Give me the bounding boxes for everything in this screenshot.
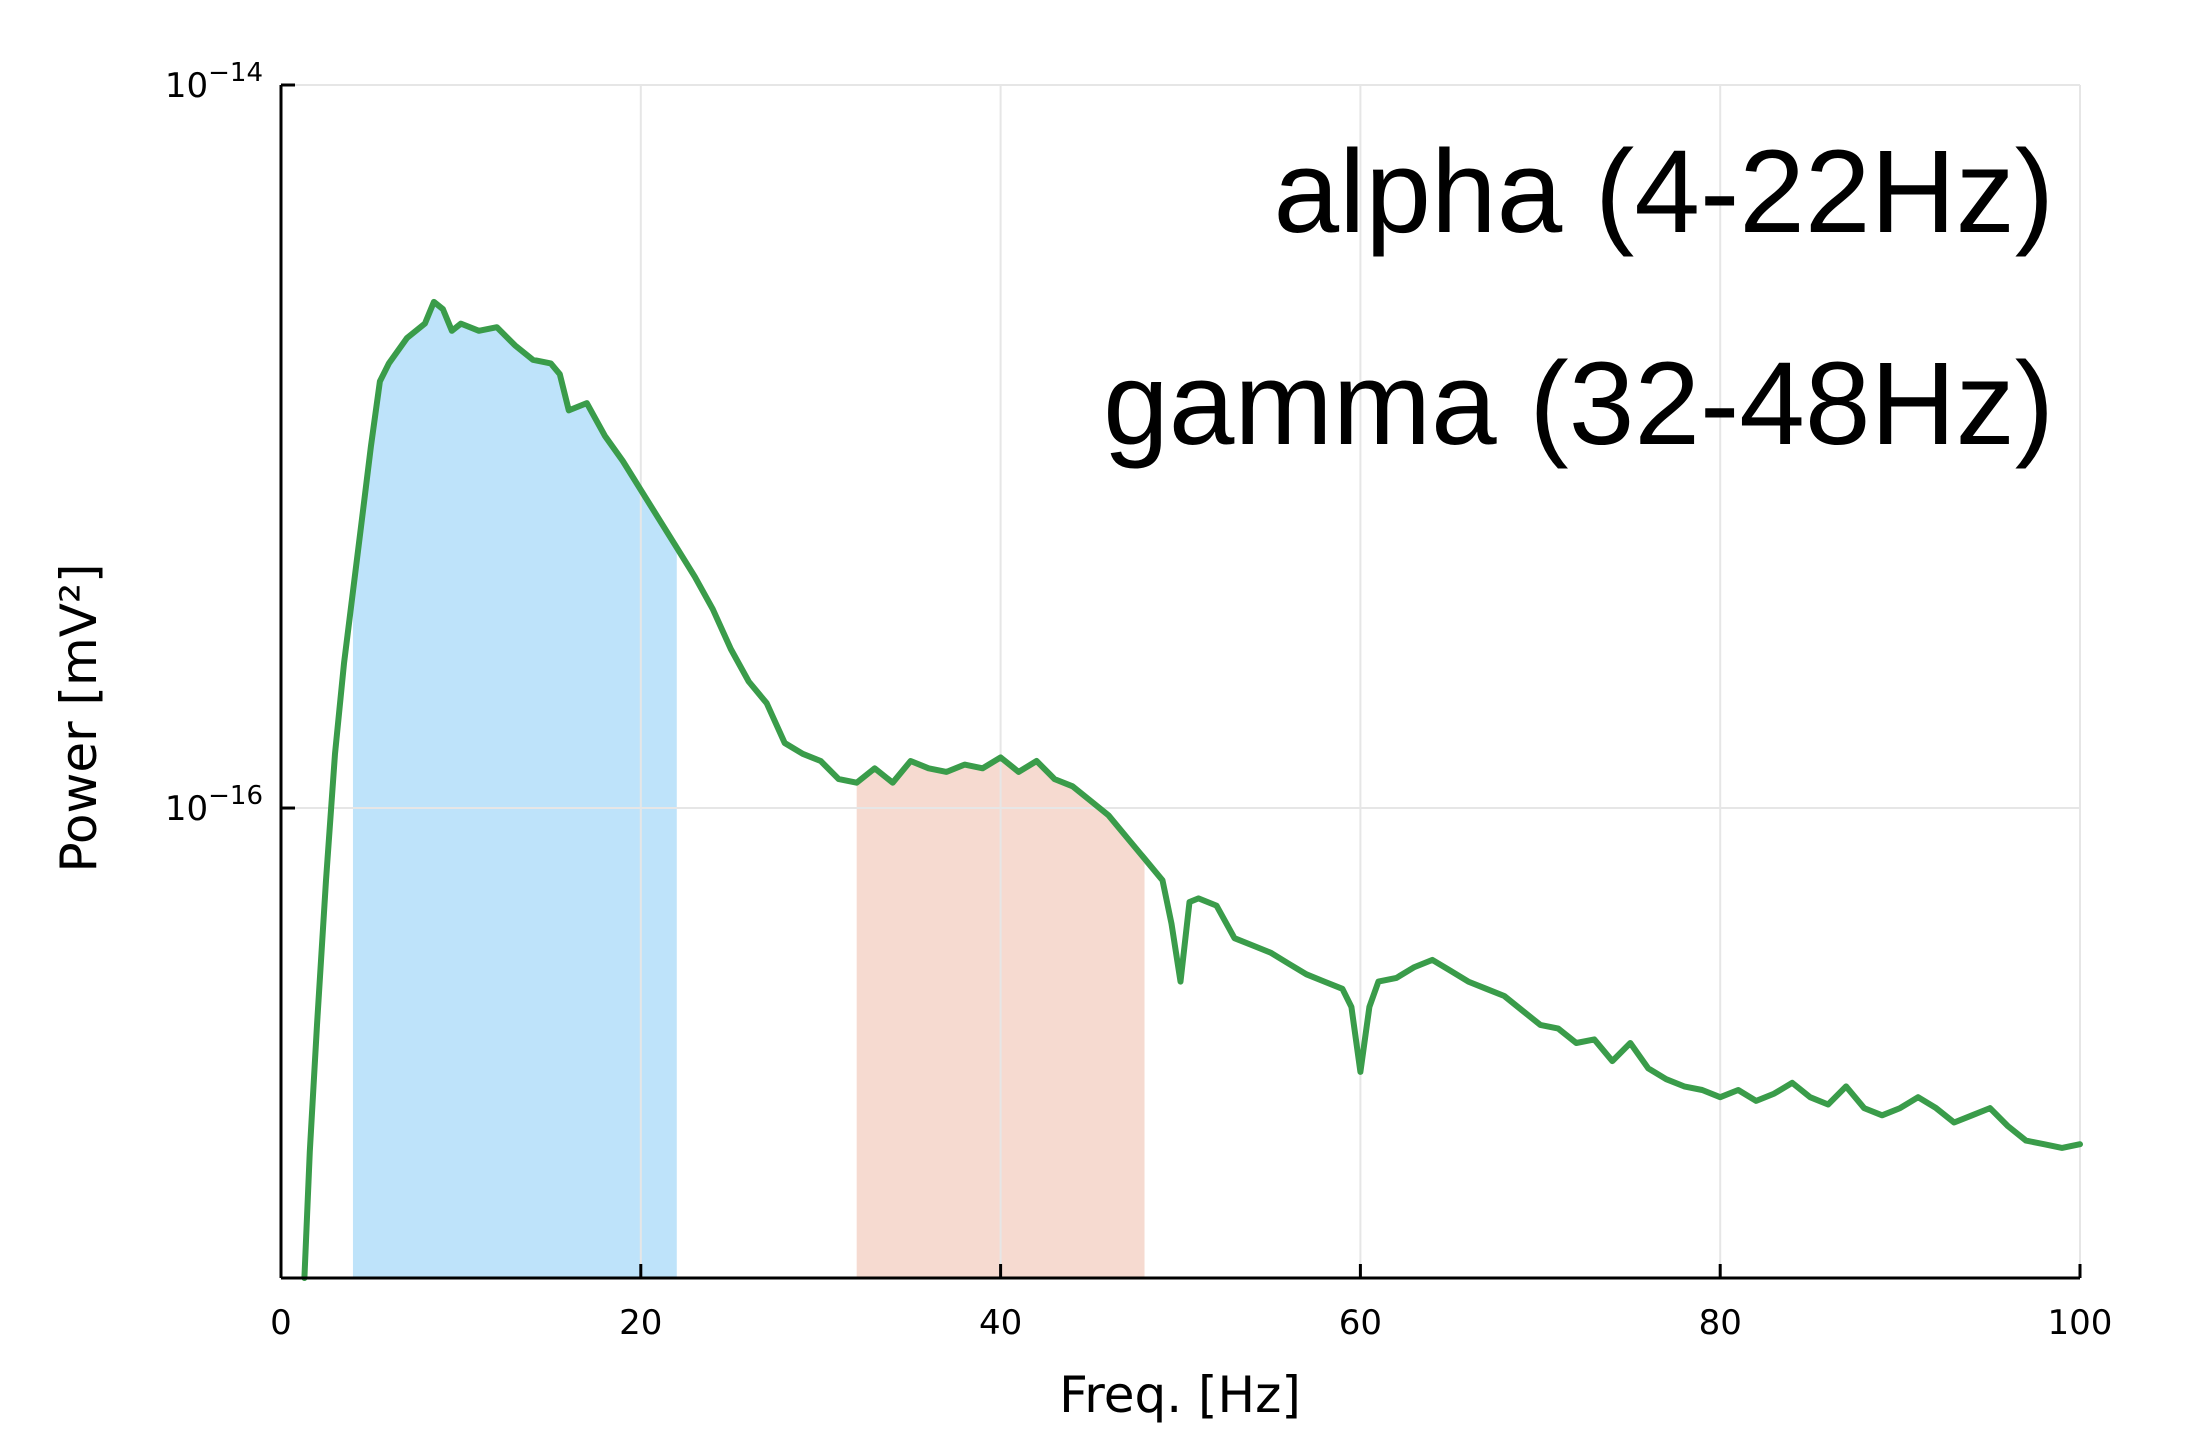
x-ticks: 0 20 40 60 80 100 — [270, 1264, 2112, 1343]
x-tick-label: 80 — [1699, 1303, 1742, 1343]
series-line-0 — [301, 298, 2083, 1281]
annotation-alpha: alpha (4-22Hz) — [1274, 126, 2054, 258]
x-tick-label: 100 — [2048, 1303, 2113, 1343]
x-axis-label: Freq. [Hz] — [1059, 1366, 1301, 1424]
y-tick-label: 10−16 — [165, 781, 263, 829]
x-tick-label: 40 — [979, 1303, 1022, 1343]
x-tick-label: 60 — [1339, 1303, 1382, 1343]
y-axis-label: Power [mV²] — [50, 563, 108, 872]
frequency-bands — [352, 301, 1145, 1279]
x-tick-label: 0 — [270, 1303, 292, 1343]
y-tick-base: 10 — [165, 789, 208, 829]
y-tick-label: 10−14 — [165, 58, 263, 106]
x-tick-label: 20 — [619, 1303, 662, 1343]
y-tick-exponent: −16 — [208, 781, 263, 811]
y-tick-exponent: −14 — [208, 58, 263, 88]
series-layer — [301, 298, 2083, 1281]
y-tick-base: 10 — [165, 66, 208, 106]
axes — [279, 85, 2080, 1280]
band-alpha — [352, 301, 677, 1279]
annotation-gamma: gamma (32-48Hz) — [1103, 338, 2054, 470]
